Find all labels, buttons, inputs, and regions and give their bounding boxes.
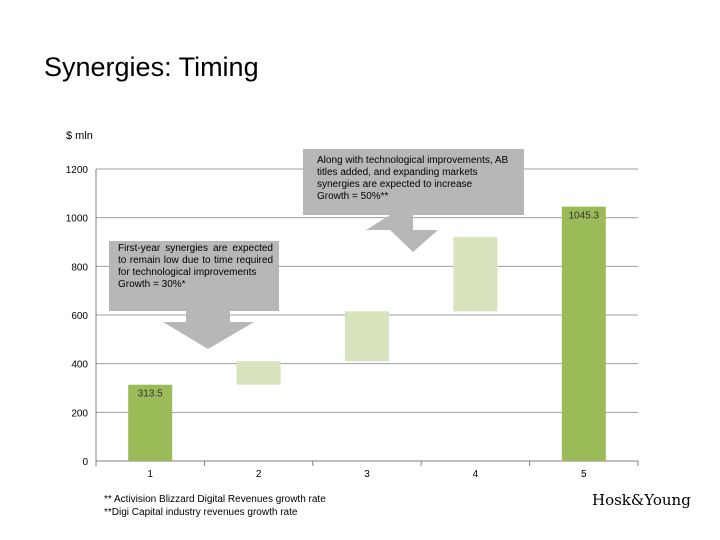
bar-2 bbox=[236, 361, 281, 385]
y-tick-label: 800 bbox=[71, 262, 88, 273]
callout-later-years: Along with technological improvements, A… bbox=[303, 149, 524, 215]
x-tick-label: 5 bbox=[581, 469, 587, 480]
brand-logo: Hosk&Young bbox=[592, 491, 691, 509]
footnote-2: **Digi Capital industry revenues growth … bbox=[104, 507, 298, 518]
x-tick-label: 1 bbox=[147, 469, 153, 480]
bar-1 bbox=[128, 384, 173, 461]
callout-first-year-growth: Growth = 30%* bbox=[118, 279, 186, 290]
callout-arrow-down-icon bbox=[163, 311, 254, 349]
callout-later-years-text: Along with technological improvements, A… bbox=[317, 155, 509, 190]
footnote-1: ** Activision Blizzard Digital Revenues … bbox=[104, 494, 326, 505]
y-tick-label: 0 bbox=[82, 457, 88, 468]
bar-5 bbox=[561, 206, 606, 461]
slide-title: Synergies: Timing bbox=[44, 52, 259, 82]
bar-4 bbox=[453, 237, 498, 312]
callout-first-year-text: First-year synergies are expected to rem… bbox=[118, 243, 273, 278]
callout-arrow-down-icon bbox=[366, 215, 438, 252]
y-tick-label: 200 bbox=[71, 408, 88, 419]
callout-later-years-growth: Growth = 50%** bbox=[317, 191, 389, 202]
y-tick-label: 600 bbox=[71, 311, 88, 322]
y-tick-label: 1200 bbox=[66, 165, 89, 176]
y-axis-unit-label: $ mln bbox=[66, 130, 93, 142]
y-tick-label: 400 bbox=[71, 360, 88, 371]
x-tick-label: 2 bbox=[256, 469, 262, 480]
bar-3 bbox=[345, 311, 389, 362]
data-label: 313.5 bbox=[138, 389, 163, 400]
footnotes: ** Activision Blizzard Digital Revenues … bbox=[104, 493, 326, 519]
callout-first-year: First-year synergies are expected to rem… bbox=[109, 241, 279, 311]
x-tick-label: 3 bbox=[364, 469, 370, 480]
y-tick-label: 1000 bbox=[66, 214, 89, 225]
data-label: 1045.3 bbox=[569, 211, 600, 222]
x-tick-label: 4 bbox=[473, 469, 479, 480]
